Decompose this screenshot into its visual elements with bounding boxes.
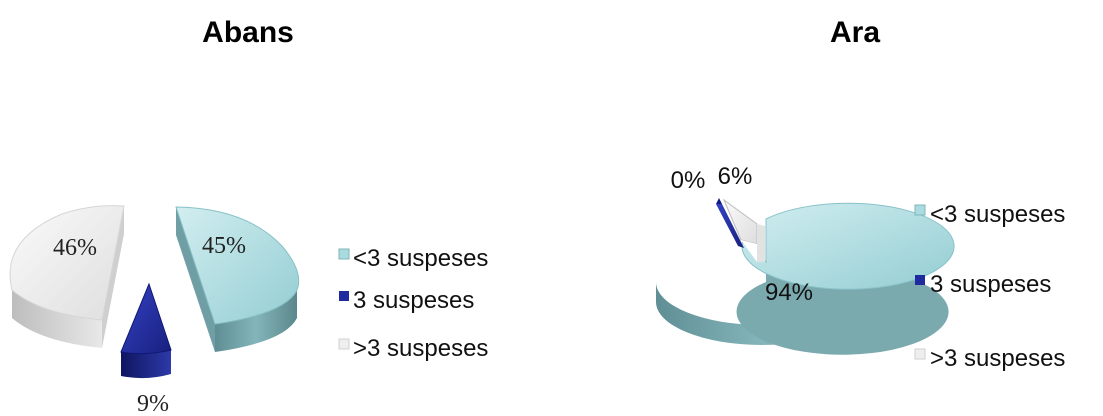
- data-label-ara-gt3: 6%: [718, 163, 753, 190]
- legend-ara: <3 suspeses 3 suspeses >3 suspeses: [914, 201, 1065, 372]
- legend-label-lt3: <3 suspeses: [353, 245, 488, 272]
- legend-swatch-ara-lt3: [914, 204, 926, 216]
- data-label-abans-3: 9%: [137, 391, 169, 416]
- chart-title-abans: Abans: [202, 16, 294, 49]
- data-label-ara-lt3: 94%: [765, 279, 813, 306]
- legend-item-gt3: >3 suspeses: [338, 335, 488, 362]
- legend-swatch-ara-gt3: [914, 348, 926, 360]
- data-label-abans-gt3: 46%: [53, 235, 97, 261]
- pie-abans-slice-3: [120, 282, 172, 379]
- legend-swatch-3: [339, 291, 349, 301]
- pie-ara-slice-3: [716, 198, 744, 248]
- legend-abans: <3 suspeses 3 suspeses >3 suspeses: [338, 245, 488, 362]
- legend-item-ara-gt3: >3 suspeses: [914, 345, 1065, 372]
- legend-swatch-lt3: [338, 248, 350, 260]
- chart-title-ara: Ara: [830, 16, 880, 49]
- data-label-abans-lt3: 45%: [202, 233, 246, 259]
- legend-label-ara-gt3: >3 suspeses: [930, 345, 1065, 372]
- pie-ara-slice-lt3: [656, 202, 955, 355]
- pie-abans-slice-gt3: [9, 205, 125, 348]
- pie-ara-slice-gt3: [722, 198, 765, 262]
- pie-abans: 46% 45% 9%: [9, 205, 300, 416]
- legend-label-gt3: >3 suspeses: [353, 335, 488, 362]
- pie-ara: 94% 0% 6%: [656, 163, 955, 355]
- legend-swatch-gt3: [338, 338, 350, 350]
- legend-item-ara-3: 3 suspeses: [915, 271, 1051, 298]
- legend-swatch-ara-3: [915, 275, 925, 285]
- legend-label-ara-3: 3 suspeses: [930, 271, 1051, 298]
- legend-label-ara-lt3: <3 suspeses: [930, 201, 1065, 228]
- legend-item-ara-lt3: <3 suspeses: [914, 201, 1065, 228]
- legend-label-3: 3 suspeses: [353, 287, 474, 314]
- legend-item-3: 3 suspeses: [339, 287, 474, 314]
- data-label-ara-3: 0%: [671, 167, 706, 194]
- legend-item-lt3: <3 suspeses: [338, 245, 488, 272]
- pie-abans-slice-lt3: [175, 206, 300, 352]
